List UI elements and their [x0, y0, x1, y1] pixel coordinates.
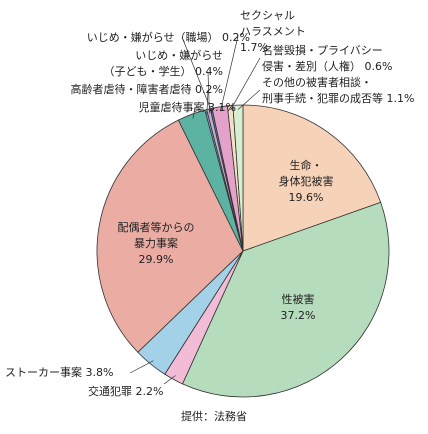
- value-label: 3.8%: [85, 366, 114, 379]
- category-label: 交通犯罪: [88, 385, 132, 398]
- category-label: ストーカー事案: [5, 366, 82, 379]
- value-label: 19.6%: [288, 191, 324, 204]
- slice-label: ストーカー事案 3.8%: [5, 365, 113, 381]
- category-label: 配偶者等からの 暴力事案: [117, 221, 195, 250]
- value-label: 3.1%: [208, 101, 236, 114]
- category-label: いじめ・嫌がらせ（職場）: [86, 31, 219, 44]
- category-label: 名誉毀損・プライバシー 侵害・差別（人権）: [262, 44, 383, 73]
- leader-line: [129, 360, 154, 374]
- leader-line: [163, 375, 176, 385]
- leader-line: [230, 57, 261, 111]
- slice-label: 児童虐待事案 3.1%: [139, 100, 236, 116]
- pie-slice: [181, 201, 390, 398]
- value-label: 0.6%: [364, 60, 393, 73]
- leader-line: [220, 35, 239, 112]
- value-label: 2.2%: [135, 385, 164, 398]
- slice-label: セクシャル ハラスメント 1.7%: [240, 8, 306, 56]
- pie-slice: [96, 119, 244, 353]
- source: 提供：法務省: [181, 410, 247, 423]
- value-label: 0.2%: [195, 83, 223, 96]
- leader-line: [237, 89, 261, 110]
- slice-label: 生命・ 身体犯被害 19.6%: [279, 158, 334, 206]
- category-label: セクシャル ハラスメント: [240, 9, 306, 38]
- leader-line: [181, 36, 213, 113]
- slice-label: 名誉毀損・プライバシー 侵害・差別（人権） 0.6%: [262, 43, 392, 75]
- slice-label: 交通犯罪 2.2%: [88, 384, 163, 400]
- slice-label: 性被害 37.2%: [281, 292, 316, 324]
- slice-label: 高齢者虐待・障害者虐待 0.2%: [71, 82, 223, 98]
- category-label: 性被害: [281, 293, 315, 306]
- slice-label: その他の被害者相談・ 刑事手続・犯罪の成否等 1.1%: [262, 75, 414, 107]
- value-label: 0.2%: [222, 31, 250, 44]
- slice-label: 配偶者等からの 暴力事案 29.9%: [118, 220, 195, 268]
- category-label: その他の被害者相談・ 刑事手続・犯罪の成否等: [262, 76, 383, 105]
- value-label: 0.4%: [195, 65, 223, 78]
- category-label: 生命・ 身体犯被害: [278, 159, 334, 188]
- value-label: 1.7%: [240, 41, 268, 54]
- value-label: 37.2%: [280, 309, 316, 322]
- slice-label: いじめ・嫌がらせ （子ども・学生） 0.4%: [104, 48, 223, 80]
- leader-line: [192, 107, 196, 119]
- category-label: 高齢者虐待・障害者虐待: [70, 83, 192, 96]
- value-label: 29.9%: [138, 253, 174, 266]
- slice-label: いじめ・嫌がらせ（職場） 0.2%: [87, 30, 250, 46]
- value-label: 1.1%: [386, 92, 415, 105]
- category-label: いじめ・嫌がらせ （子ども・学生）: [103, 49, 223, 78]
- category-label: 児童虐待事案: [138, 101, 205, 114]
